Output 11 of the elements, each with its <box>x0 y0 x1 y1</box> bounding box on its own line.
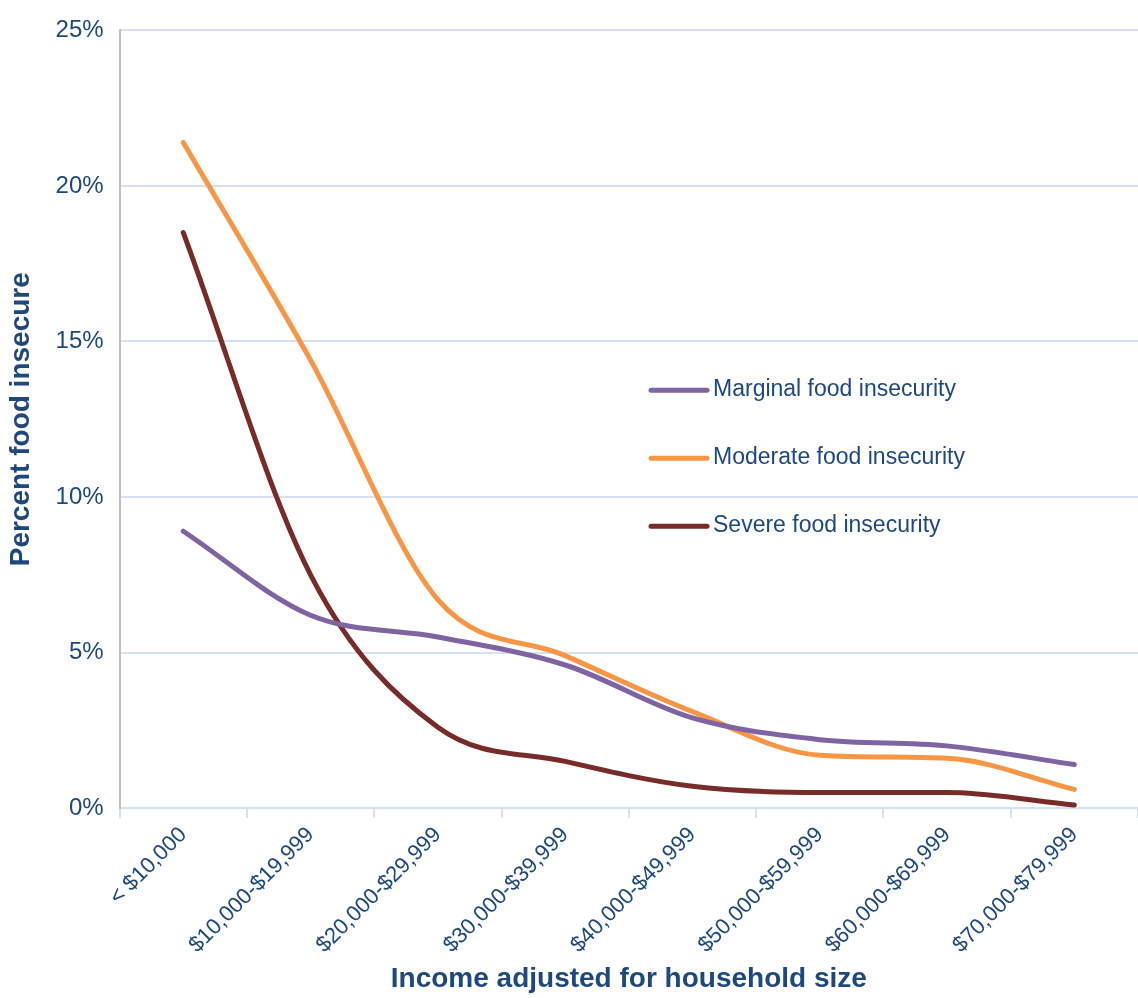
y-tick-label: 10% <box>55 481 104 509</box>
legend-label: Severe food insecurity <box>713 511 942 538</box>
y-tick-label: 25% <box>55 15 104 43</box>
y-tick-label: 15% <box>55 326 104 354</box>
y-tick-label: 20% <box>55 170 104 198</box>
y-tick-label: 0% <box>68 792 104 820</box>
y-axis-title: Percent food insecure <box>3 272 35 567</box>
x-axis-title: Income adjusted for household size <box>390 961 867 993</box>
y-tick-label: 5% <box>68 637 104 665</box>
legend-label: Marginal food insecurity <box>713 375 957 402</box>
legend-label: Moderate food insecurity <box>713 443 966 470</box>
